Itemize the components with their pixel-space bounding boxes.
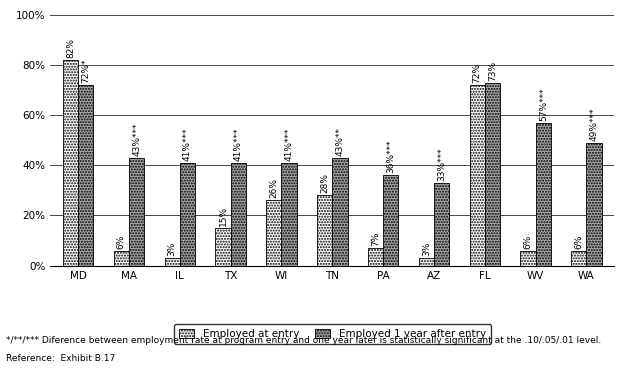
Bar <box>63 60 78 266</box>
Text: 26%: 26% <box>270 179 278 199</box>
Bar <box>317 196 332 266</box>
Text: 3%: 3% <box>167 242 177 256</box>
Text: 72%: 72% <box>473 63 482 83</box>
Text: 82%: 82% <box>66 38 75 58</box>
Bar <box>78 85 93 266</box>
Text: 49%***: 49%*** <box>589 107 599 141</box>
Text: 72%*: 72%* <box>82 59 90 83</box>
Text: 43%***: 43%*** <box>132 122 141 156</box>
Bar <box>129 158 144 266</box>
Bar <box>180 163 195 266</box>
Legend: Employed at entry, Employed 1 year after entry: Employed at entry, Employed 1 year after… <box>174 324 491 344</box>
Text: 6%: 6% <box>524 234 532 249</box>
Text: 3%: 3% <box>422 242 431 256</box>
Bar <box>485 83 500 266</box>
Bar <box>470 85 485 266</box>
Text: Reference:  Exhibit B.17: Reference: Exhibit B.17 <box>6 354 115 363</box>
Bar <box>535 123 551 266</box>
Text: 36%***: 36%*** <box>386 140 395 173</box>
Bar <box>419 258 434 266</box>
Bar <box>383 175 398 266</box>
Text: 6%: 6% <box>574 234 583 249</box>
Bar <box>266 200 282 266</box>
Bar <box>164 258 180 266</box>
Bar <box>586 143 602 266</box>
Text: 33%***: 33%*** <box>437 147 446 181</box>
Text: 41%***: 41%*** <box>183 127 192 161</box>
Text: 7%: 7% <box>371 232 380 246</box>
Text: 57%***: 57%*** <box>539 87 548 121</box>
Bar <box>216 228 231 266</box>
Bar <box>282 163 297 266</box>
Text: 28%: 28% <box>320 173 329 193</box>
Bar <box>231 163 246 266</box>
Text: 43%**: 43%** <box>335 127 344 156</box>
Bar <box>332 158 347 266</box>
Bar <box>368 248 383 266</box>
Text: 6%: 6% <box>117 234 126 249</box>
Text: 41%***: 41%*** <box>234 127 243 161</box>
Bar <box>520 251 535 266</box>
Text: 73%: 73% <box>488 61 497 80</box>
Text: 41%***: 41%*** <box>285 127 293 161</box>
Bar <box>571 251 586 266</box>
Text: */**/*** Diference between employment rate at program entry and one year later i: */**/*** Diference between employment ra… <box>6 336 601 345</box>
Text: 15%: 15% <box>218 206 228 226</box>
Bar <box>434 183 449 266</box>
Bar <box>113 251 129 266</box>
